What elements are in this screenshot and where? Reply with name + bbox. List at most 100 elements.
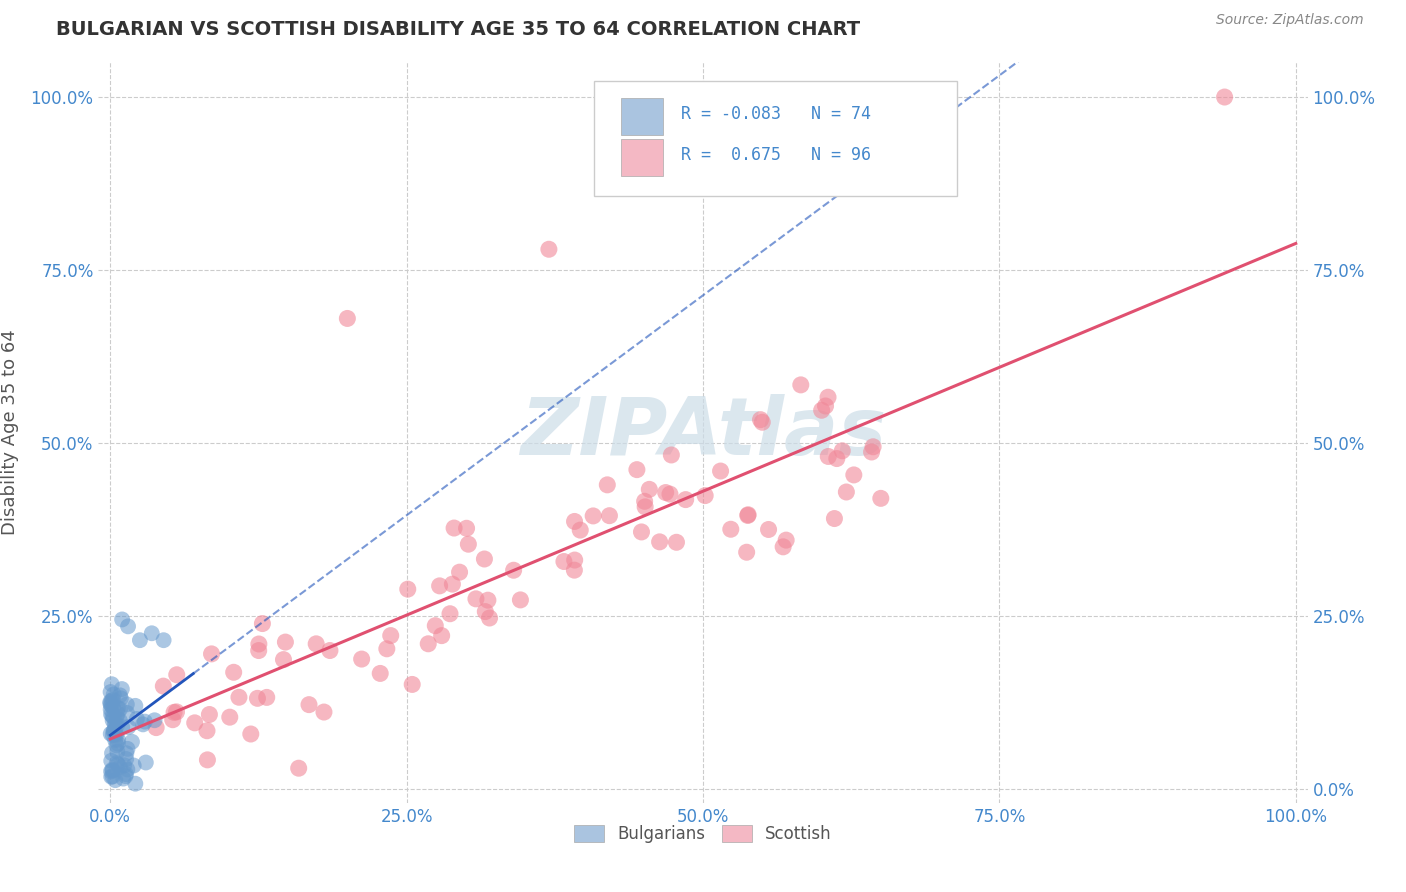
Point [100,707,122,722]
Point [396,582,419,596]
Point [478,611,501,625]
Point [124,698,146,713]
Point [737,508,759,523]
Point [247,643,270,657]
Point [104,726,127,740]
Point [246,691,269,706]
Y-axis label: Disability Age 35 to 64: Disability Age 35 to 64 [1,330,20,535]
Point [675,492,697,507]
Point [638,483,661,497]
Point [1213,90,1236,104]
Point [825,451,848,466]
Point [439,607,461,621]
Point [105,709,128,723]
Point [107,706,129,721]
Point [200,647,222,661]
Point [247,637,270,651]
Point [596,478,619,492]
Point [100,754,122,768]
Point [152,679,174,693]
Text: R = -0.083   N = 74: R = -0.083 N = 74 [682,105,872,123]
Point [553,554,575,568]
Point [112,758,135,772]
Point [239,727,262,741]
Text: BULGARIAN VS SCOTTISH DISABILITY AGE 35 TO 64 CORRELATION CHART: BULGARIAN VS SCOTTISH DISABILITY AGE 35 … [56,20,860,38]
Point [659,448,682,462]
Point [817,450,839,464]
Point [162,713,184,727]
Point [564,563,586,577]
Point [869,491,891,506]
Point [108,760,131,774]
Point [429,579,451,593]
Point [751,415,773,429]
Point [842,467,865,482]
Point [141,626,163,640]
Point [195,723,218,738]
Point [104,732,127,747]
Point [772,540,794,554]
Point [98,697,121,711]
Point [115,746,138,760]
Point [737,508,759,522]
Point [457,537,479,551]
Point [98,695,121,709]
Point [132,717,155,731]
Point [860,445,883,459]
Point [709,464,731,478]
Point [569,523,592,537]
Point [111,681,134,696]
Point [101,746,124,760]
Point [274,635,297,649]
Point [104,773,127,788]
Legend: Bulgarians, Scottish: Bulgarians, Scottish [568,819,838,850]
Point [823,511,845,525]
Point [124,777,146,791]
Point [418,637,440,651]
Point [100,685,122,699]
Point [135,756,157,770]
Point [720,522,742,536]
Point [443,521,465,535]
Point [115,698,138,712]
Point [537,242,560,256]
Text: R =  0.675   N = 96: R = 0.675 N = 96 [682,146,872,164]
Point [112,772,135,786]
Point [152,633,174,648]
Point [474,552,496,566]
Point [101,709,124,723]
FancyBboxPatch shape [621,138,664,176]
Point [509,593,531,607]
Point [115,752,138,766]
Point [111,720,134,734]
Point [862,440,884,454]
Point [502,563,524,577]
Point [117,741,139,756]
Point [108,714,131,728]
Point [256,690,278,705]
Point [105,728,128,742]
Point [100,677,122,691]
Point [319,643,342,657]
Point [477,593,499,607]
FancyBboxPatch shape [621,98,664,135]
Point [101,693,124,707]
Point [104,723,127,738]
Point [143,713,166,727]
Point [350,652,373,666]
Point [598,508,620,523]
Point [101,714,124,728]
Point [695,489,717,503]
Point [107,737,129,751]
Point [101,700,124,714]
Point [103,710,125,724]
Point [115,767,138,781]
Point [105,745,128,759]
Point [775,533,797,548]
Point [105,756,128,771]
Point [659,487,682,501]
Point [790,377,813,392]
Point [100,698,122,713]
Point [564,553,586,567]
Point [103,724,125,739]
